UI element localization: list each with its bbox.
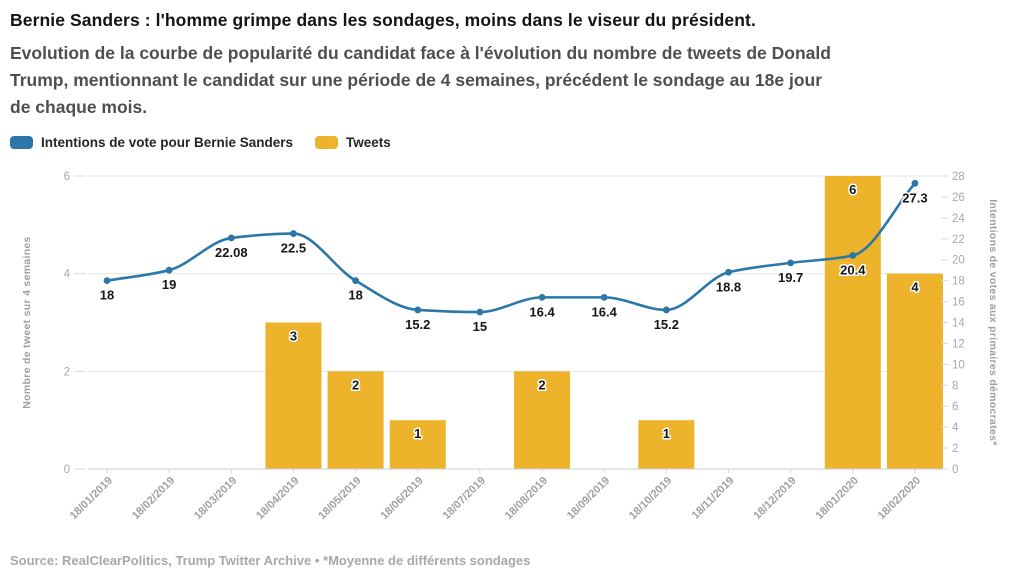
votes-legend-swatch-icon [10,136,33,149]
left-axis-tick-label: 0 [64,464,70,476]
left-axis-title: Nombre de tweet sur 4 semaines [21,236,33,408]
chart-title: Bernie Sanders : l'homme grimpe dans les… [10,10,756,30]
line-value-label: 19 [162,277,176,292]
bar-18/01/2020 [824,176,881,469]
bar-18/06/2019 [389,420,446,469]
right-axis-title: Intentions de votes aux primaires démocr… [987,199,999,446]
bar-18/02/2020 [886,273,943,469]
line-value-label: 18.8 [716,279,741,294]
line-point-18/07/2019 [476,308,484,316]
x-axis-label: 18/09/2019 [565,475,612,522]
right-axis-tick-label: 20 [952,255,965,267]
bar-value-label: 6 [849,182,856,197]
line-value-label: 19.7 [778,270,803,285]
x-axis-label: 18/01/2019 [68,475,115,522]
line-value-label: 18 [100,288,114,303]
line-point-18/10/2019 [662,306,670,314]
chart-subtitle: Evolution de la courbe de popularité du … [10,40,1020,121]
bar-value-label: 4 [911,280,919,295]
line-value-label: 27.3 [902,190,927,205]
line-point-18/09/2019 [600,293,608,301]
x-axis-label: 18/05/2019 [316,475,363,522]
left-axis-tick-label: 6 [64,171,70,183]
right-axis-tick-label: 18 [952,276,965,288]
line-point-18/11/2019 [725,268,732,276]
x-axis-label: 18/10/2019 [627,475,674,522]
right-axis-tick-label: 4 [952,422,959,434]
x-axis-label: 18/08/2019 [503,475,550,522]
line-point-18/12/2019 [787,259,795,267]
bar-value-label: 1 [663,426,670,441]
line-value-label: 16.4 [529,304,555,319]
right-axis-tick-label: 0 [952,464,958,476]
right-axis-tick-label: 10 [952,359,965,371]
right-axis-tick-label: 28 [952,171,965,183]
bar-18/04/2019 [265,322,322,469]
right-axis-tick-label: 14 [952,318,965,330]
legend-label-votes: Intentions de vote pour Bernie Sanders [41,135,294,150]
bar-18/10/2019 [638,420,695,469]
line-value-label: 18 [348,288,362,303]
line-point-18/04/2019 [290,230,297,237]
subtitle-line: Evolution de la courbe de popularité du … [10,43,831,63]
line-value-label: 15.2 [654,317,679,332]
line-point-18/01/2020 [849,252,857,259]
left-axis-tick-label: 4 [64,269,71,281]
line-point-18/02/2020 [911,179,919,187]
x-axis-label: 18/01/2020 [814,475,861,522]
x-axis-label: 18/02/2020 [876,475,923,522]
line-point-18/06/2019 [414,306,422,314]
source-note: Source: RealClearPolitics, Trump Twitter… [10,553,531,568]
subtitle-line: de chaque mois. [10,97,148,117]
right-axis-tick-label: 8 [952,380,958,392]
line-point-18/01/2019 [103,277,111,285]
x-axis-label: 18/07/2019 [441,475,488,522]
line-value-label: 15.2 [405,317,430,332]
bar-value-label: 2 [352,377,359,392]
line-point-18/03/2019 [227,234,235,242]
x-axis-label: 18/12/2019 [751,475,798,522]
legend: Intentions de vote pour Bernie Sanders T… [10,135,391,150]
line-value-label: 15 [473,319,487,334]
line-value-label: 22.5 [281,241,306,256]
legend-label-tweets: Tweets [346,135,391,150]
bar-value-label: 3 [290,329,297,344]
line-value-label: 20.4 [840,263,866,278]
bar-18/08/2019 [514,371,571,469]
x-axis-label: 18/04/2019 [254,475,301,522]
right-axis-tick-label: 16 [952,297,965,309]
left-axis-tick-label: 2 [64,366,70,378]
x-axis-label: 18/06/2019 [378,475,425,522]
line-point-18/02/2019 [165,266,173,274]
x-axis-label: 18/03/2019 [192,475,239,522]
right-axis-tick-label: 24 [952,213,965,225]
right-axis-tick-label: 2 [952,443,958,455]
bar-18/05/2019 [327,371,384,469]
x-axis-label: 18/11/2019 [690,475,737,522]
legend-item-tweets: Tweets [315,135,391,150]
right-axis-tick-label: 22 [952,234,965,246]
line-point-18/05/2019 [352,277,359,285]
line-value-label: 22.08 [215,245,248,260]
right-axis-tick-label: 12 [952,338,965,350]
subtitle-line: Trump, mentionnant le candidat sur une p… [10,70,823,90]
right-axis-tick-label: 6 [952,401,958,413]
tweets-legend-swatch-icon [315,136,339,149]
bar-value-label: 2 [538,377,545,392]
bar-value-label: 1 [414,426,421,441]
line-point-18/08/2019 [538,293,546,301]
x-axis-label: 18/02/2019 [130,475,177,522]
line-value-label: 16.4 [592,304,618,319]
right-axis-tick-label: 26 [952,192,965,204]
legend-item-votes: Intentions de vote pour Bernie Sanders [10,135,293,150]
